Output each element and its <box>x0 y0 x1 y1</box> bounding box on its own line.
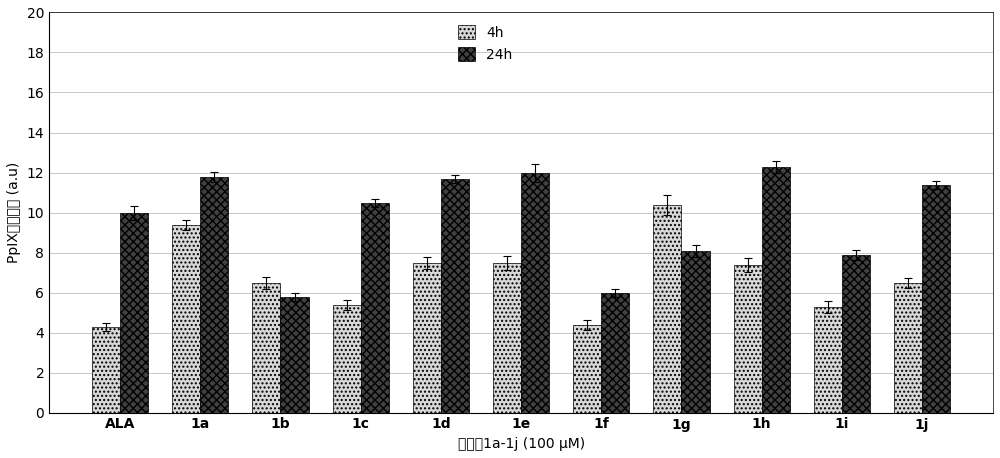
Bar <box>333 305 361 413</box>
Bar <box>120 213 148 413</box>
Bar <box>681 251 710 413</box>
Bar <box>894 283 922 413</box>
Y-axis label: PpIX荧光强度 (a.u): PpIX荧光强度 (a.u) <box>7 162 21 263</box>
Bar <box>361 202 389 413</box>
Bar <box>653 205 681 413</box>
Bar <box>493 262 521 413</box>
Bar <box>92 327 120 413</box>
Legend: 4h, 24h: 4h, 24h <box>453 19 518 67</box>
Bar <box>252 283 280 413</box>
X-axis label: 化合牧1a-1j (100 μM): 化合牧1a-1j (100 μM) <box>458 437 585 451</box>
Bar <box>441 179 469 413</box>
Bar <box>172 224 200 413</box>
Bar <box>814 306 842 413</box>
Bar <box>573 325 601 413</box>
Bar <box>762 167 790 413</box>
Bar <box>200 176 228 413</box>
Bar <box>922 185 950 413</box>
Bar <box>413 262 441 413</box>
Bar <box>842 255 870 413</box>
Bar <box>601 293 629 413</box>
Bar <box>280 297 309 413</box>
Bar <box>734 265 762 413</box>
Bar <box>521 173 549 413</box>
